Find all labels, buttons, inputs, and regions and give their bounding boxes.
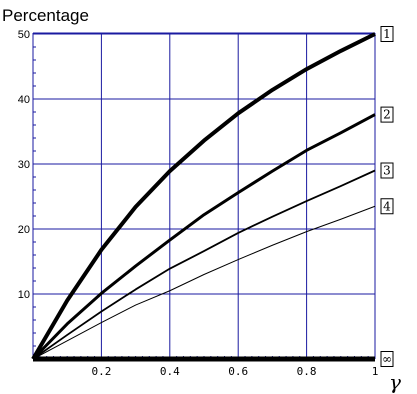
axes-layer	[33, 46, 369, 359]
series-line	[32, 169, 376, 360]
curve-label: 2	[383, 108, 391, 122]
x-axis-title: γ	[389, 370, 401, 394]
curve-label-box	[380, 162, 394, 179]
x-tick-label: 1	[372, 365, 379, 378]
curve-label: 3	[383, 164, 391, 178]
curve-label-box	[380, 351, 394, 367]
curve-label-box	[380, 26, 394, 42]
y-tick-label: 30	[18, 159, 30, 171]
y-tick-label: 20	[18, 224, 30, 236]
grid-layer	[32, 32, 376, 359]
x-tick-label: 0.6	[228, 365, 248, 378]
curve-label-box	[380, 198, 394, 215]
series-line	[31, 32, 376, 361]
series-layer	[31, 32, 376, 362]
y-axis-title: Percentage	[2, 6, 89, 25]
y-tick-label: 40	[18, 94, 30, 106]
y-tick-label: 10	[18, 289, 30, 301]
x-tick-label: 0.4	[160, 365, 180, 378]
curve-label: 1	[383, 27, 391, 41]
x-tick-label: 0.2	[91, 365, 111, 378]
series-line	[31, 113, 376, 361]
y-tick-label: 50	[18, 29, 30, 41]
series-line	[32, 205, 376, 360]
curve-label: 4	[383, 199, 391, 213]
curve-label: ∞	[382, 352, 392, 366]
x-tick-label: 0.8	[297, 365, 317, 378]
labels-layer: 10 20 30 40 50 0.2 0.4 0.6 0.8 1 1 2 3 4 ∞	[18, 26, 394, 378]
curve-label-box	[380, 106, 394, 123]
